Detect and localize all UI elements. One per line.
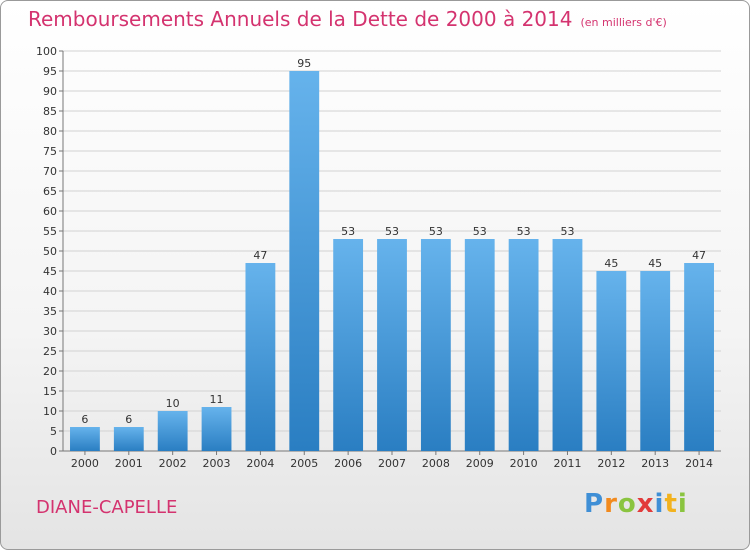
data-label: 6 (81, 413, 88, 426)
y-tick-label: 65 (43, 185, 57, 198)
proxiti-logo: Proxiti (584, 489, 688, 519)
y-tick-label: 10 (43, 405, 57, 418)
data-label: 6 (125, 413, 132, 426)
logo-letter: P (584, 489, 605, 519)
data-label: 47 (692, 249, 706, 262)
data-label: 53 (341, 225, 355, 238)
bar (201, 407, 232, 451)
data-label: 53 (473, 225, 487, 238)
x-tick-label: 2006 (334, 457, 362, 470)
x-tick-label: 2001 (115, 457, 143, 470)
y-tick-label: 95 (43, 65, 57, 78)
y-tick-label: 60 (43, 205, 57, 218)
commune-name: DIANE-CAPELLE (36, 497, 178, 518)
data-label: 10 (166, 397, 180, 410)
x-tick-label: 2002 (159, 457, 187, 470)
x-tick-label: 2014 (685, 457, 713, 470)
bar (640, 271, 671, 451)
bar (552, 239, 583, 451)
logo-letter: x (636, 489, 655, 519)
y-tick-label: 35 (43, 305, 57, 318)
y-tick-label: 70 (43, 165, 57, 178)
data-label: 53 (517, 225, 531, 238)
data-labels: 6 6 10 11 47 95 53 53 53 53 53 53 45 45 47 (81, 57, 706, 426)
chart-title-text: Remboursements Annuels de la Dette de 20… (28, 7, 573, 31)
y-tick-label: 15 (43, 385, 57, 398)
x-tick-label: 2010 (510, 457, 538, 470)
y-tick-label: 55 (43, 225, 57, 238)
x-tick-label: 2004 (246, 457, 274, 470)
data-label: 53 (429, 225, 443, 238)
x-tick-label: 2013 (641, 457, 669, 470)
chart-title: Remboursements Annuels de la Dette de 20… (28, 7, 667, 31)
y-tick-label: 80 (43, 125, 57, 138)
bar (70, 427, 100, 451)
y-tick-label: 85 (43, 105, 57, 118)
x-axis-ticks: 2000 2001 2002 2003 2004 2005 2006 2007 2008 2009… (71, 451, 713, 470)
bar (377, 239, 407, 451)
y-axis-ticks: 0 5 10 15 20 25 30 35 40 45 50 55 60 65 70 75 80 85 90 95 10… (36, 45, 63, 458)
bars (70, 71, 714, 451)
bar (289, 71, 320, 451)
y-tick-label: 100 (36, 45, 57, 58)
data-label: 11 (210, 393, 224, 406)
y-tick-label: 5 (50, 425, 57, 438)
data-label: 95 (297, 57, 311, 70)
bar (333, 239, 364, 451)
bar (464, 239, 495, 451)
chart-unit: (en milliers d'€) (580, 16, 667, 29)
x-tick-label: 2012 (597, 457, 625, 470)
logo-letter: o (617, 489, 637, 519)
bar (245, 263, 276, 451)
logo-letter: t (664, 489, 678, 519)
bar (157, 411, 188, 451)
data-label: 53 (560, 225, 574, 238)
x-tick-label: 2005 (290, 457, 318, 470)
y-tick-label: 20 (43, 365, 57, 378)
bar (113, 427, 144, 451)
y-tick-label: 50 (43, 245, 57, 258)
bar (684, 263, 714, 451)
y-tick-label: 75 (43, 145, 57, 158)
x-tick-label: 2009 (466, 457, 494, 470)
data-label: 47 (253, 249, 267, 262)
logo-letter: i (654, 489, 665, 519)
x-tick-label: 2007 (378, 457, 406, 470)
y-tick-label: 25 (43, 345, 57, 358)
data-label: 53 (385, 225, 399, 238)
y-tick-label: 0 (50, 445, 57, 458)
x-tick-label: 2011 (553, 457, 581, 470)
y-tick-label: 90 (43, 85, 57, 98)
bar-chart: 0 5 10 15 20 25 30 35 40 45 50 55 60 65 70 75 80 85 90 95 10… (36, 45, 721, 470)
bar (596, 271, 627, 451)
y-tick-label: 30 (43, 325, 57, 338)
x-tick-label: 2008 (422, 457, 450, 470)
logo-letter: i (677, 489, 688, 519)
bar (508, 239, 539, 451)
x-tick-label: 2003 (203, 457, 231, 470)
data-label: 45 (648, 257, 662, 270)
logo-letter: r (604, 489, 618, 519)
bar (420, 239, 451, 451)
data-label: 45 (604, 257, 618, 270)
x-tick-label: 2000 (71, 457, 99, 470)
y-tick-label: 45 (43, 265, 57, 278)
y-tick-label: 40 (43, 285, 57, 298)
